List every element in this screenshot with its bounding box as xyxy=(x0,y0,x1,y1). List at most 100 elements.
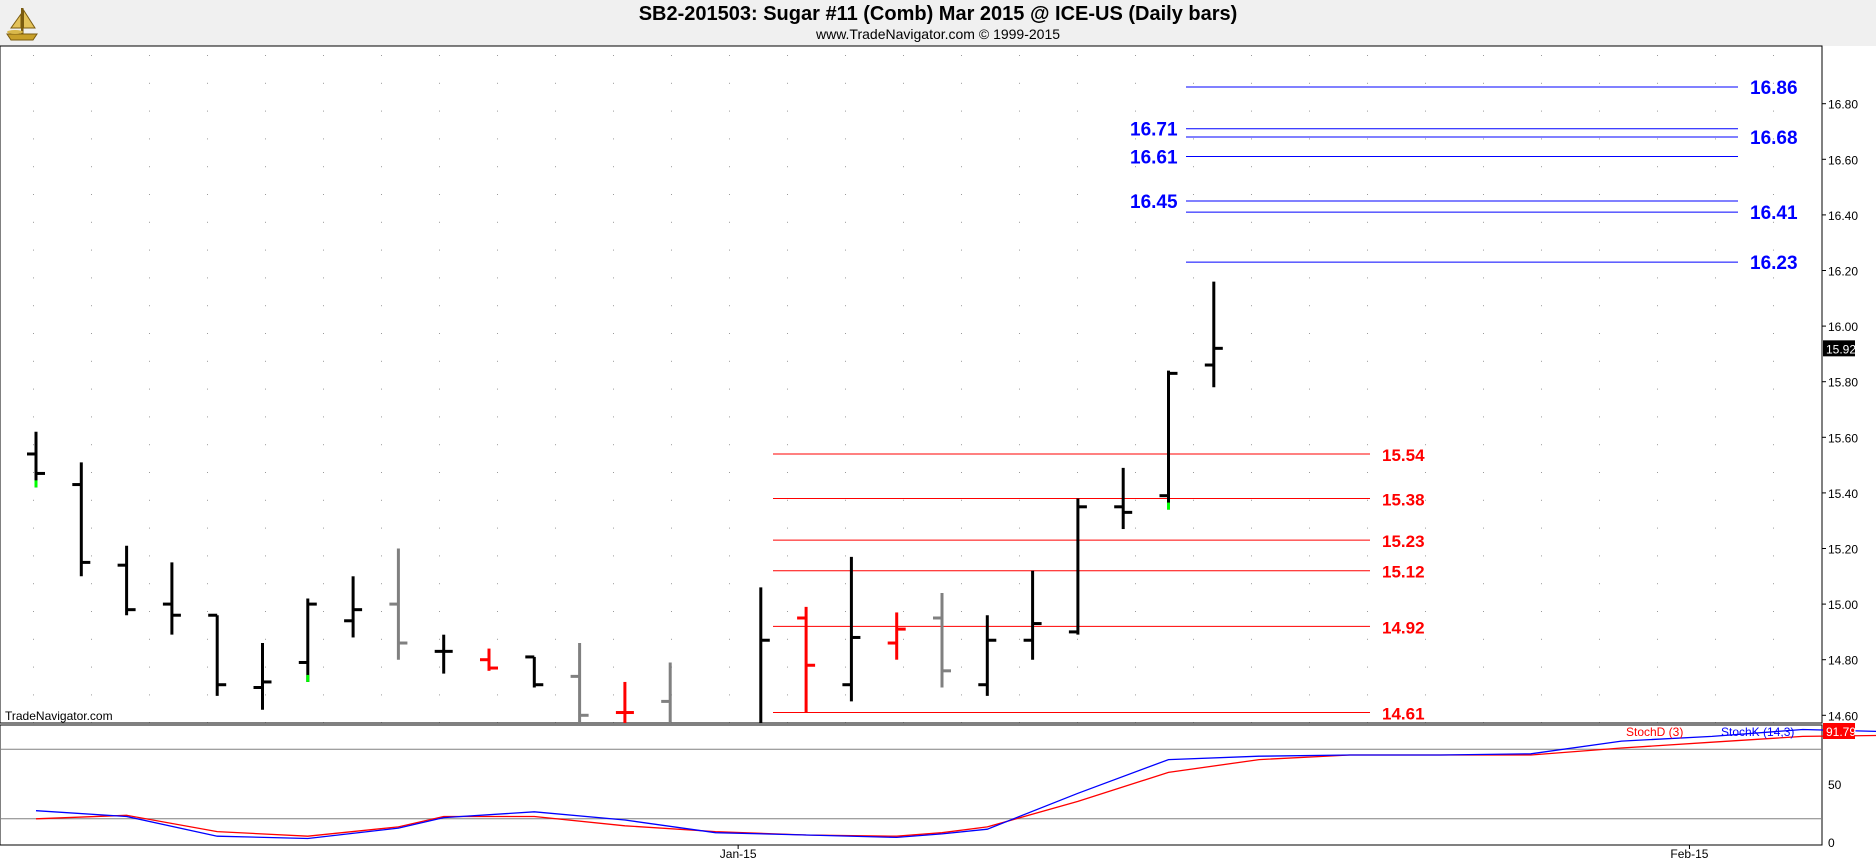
grid-dot xyxy=(91,583,92,585)
grid-dot xyxy=(787,583,788,585)
grid-dot xyxy=(1077,277,1078,279)
grid-dot xyxy=(1135,249,1136,251)
grid-dot xyxy=(845,110,846,112)
grid-dot xyxy=(1425,194,1426,195)
grid-dot xyxy=(1019,499,1020,501)
grid-dot xyxy=(961,416,962,418)
stoch-axis-label: 50 xyxy=(1828,778,1842,792)
grid-dot xyxy=(1483,249,1484,251)
grid-dot xyxy=(1425,55,1426,56)
ohlc-bar xyxy=(525,655,544,688)
grid-dot xyxy=(1019,555,1020,557)
grid-dot xyxy=(497,694,498,696)
grid-dot xyxy=(961,583,962,585)
grid-dot xyxy=(497,360,498,362)
grid-dot xyxy=(729,555,730,557)
grid-dot xyxy=(1483,555,1484,557)
grid-dot xyxy=(265,194,266,195)
grid-dot xyxy=(1135,277,1136,279)
grid-dot xyxy=(33,249,34,251)
grid-dot xyxy=(265,527,266,529)
grid-dot xyxy=(1019,249,1020,251)
grid-dot xyxy=(1657,360,1658,362)
grid-dot xyxy=(1193,416,1194,418)
grid-dot xyxy=(1019,638,1020,640)
grid-dot xyxy=(1135,499,1136,501)
grid-dot xyxy=(1425,138,1426,140)
grid-dot xyxy=(845,333,846,334)
price-axis-label: 15.80 xyxy=(1828,376,1858,390)
grid-dot xyxy=(207,166,208,168)
grid-dot xyxy=(323,472,324,473)
grid-dot xyxy=(207,249,208,251)
grid-dot xyxy=(1425,221,1426,223)
grid-dot xyxy=(1599,221,1600,223)
ohlc-bar xyxy=(344,576,363,638)
grid-dot xyxy=(1483,444,1484,446)
grid-dot xyxy=(1367,527,1368,529)
grid-dot xyxy=(1077,388,1078,390)
grid-dot xyxy=(1367,55,1368,56)
grid-dot xyxy=(1657,166,1658,168)
grid-dot xyxy=(149,249,150,251)
ohlc-bar xyxy=(298,598,317,682)
grid-dot xyxy=(1483,82,1484,84)
grid-dot xyxy=(381,82,382,84)
grid-dot xyxy=(497,55,498,56)
grid-dot xyxy=(91,694,92,696)
grid-dot xyxy=(1541,444,1542,446)
grid-dot xyxy=(1251,110,1252,112)
grid-dot xyxy=(1251,55,1252,56)
grid-dot xyxy=(1309,416,1310,418)
grid-dot xyxy=(207,138,208,140)
grid-dot xyxy=(787,82,788,84)
date-axis-label: Feb-15 xyxy=(1670,847,1708,861)
grid-dot xyxy=(1077,333,1078,334)
grid-dot xyxy=(265,694,266,696)
grid-dot xyxy=(555,583,556,585)
grid-dot xyxy=(1657,305,1658,307)
grid-dot xyxy=(1077,472,1078,473)
grid-dot xyxy=(1019,110,1020,112)
grid-dot xyxy=(787,555,788,557)
grid-dot xyxy=(1367,82,1368,84)
grid-dot xyxy=(1193,82,1194,84)
grid-dot xyxy=(1715,221,1716,223)
grid-dot xyxy=(323,166,324,168)
ohlc-bar xyxy=(389,548,408,660)
grid-dot xyxy=(787,666,788,668)
grid-dot xyxy=(845,666,846,668)
grid-dot xyxy=(1483,221,1484,223)
grid-dot xyxy=(33,583,34,585)
grid-dot xyxy=(961,527,962,529)
price-axis-label: 16.40 xyxy=(1828,209,1858,223)
grid-dot xyxy=(787,277,788,279)
grid-dot xyxy=(555,638,556,640)
grid-dot xyxy=(1599,333,1600,334)
grid-dot xyxy=(1367,360,1368,362)
grid-dot xyxy=(381,611,382,612)
grid-dot xyxy=(265,221,266,223)
grid-dot xyxy=(265,305,266,307)
grid-dot xyxy=(961,638,962,640)
grid-dot xyxy=(1483,388,1484,390)
grid-dot xyxy=(1773,305,1774,307)
grid-dot xyxy=(961,55,962,56)
grid-dot xyxy=(497,583,498,585)
grid-dot xyxy=(729,583,730,585)
grid-dot xyxy=(1251,166,1252,168)
grid-dot xyxy=(961,110,962,112)
grid-dot xyxy=(961,666,962,668)
grid-dot xyxy=(1193,527,1194,529)
stoch-last-value-box xyxy=(1823,723,1855,739)
grid-dot xyxy=(671,277,672,279)
grid-dot xyxy=(323,82,324,84)
grid-dot xyxy=(265,55,266,56)
grid-dot xyxy=(903,583,904,585)
ohlc-bar xyxy=(208,613,227,696)
grid-dot xyxy=(207,360,208,362)
grid-dot xyxy=(1715,583,1716,585)
trade-navigator-logo-icon xyxy=(6,8,38,41)
grid-dot xyxy=(1425,694,1426,696)
grid-dot xyxy=(555,221,556,223)
